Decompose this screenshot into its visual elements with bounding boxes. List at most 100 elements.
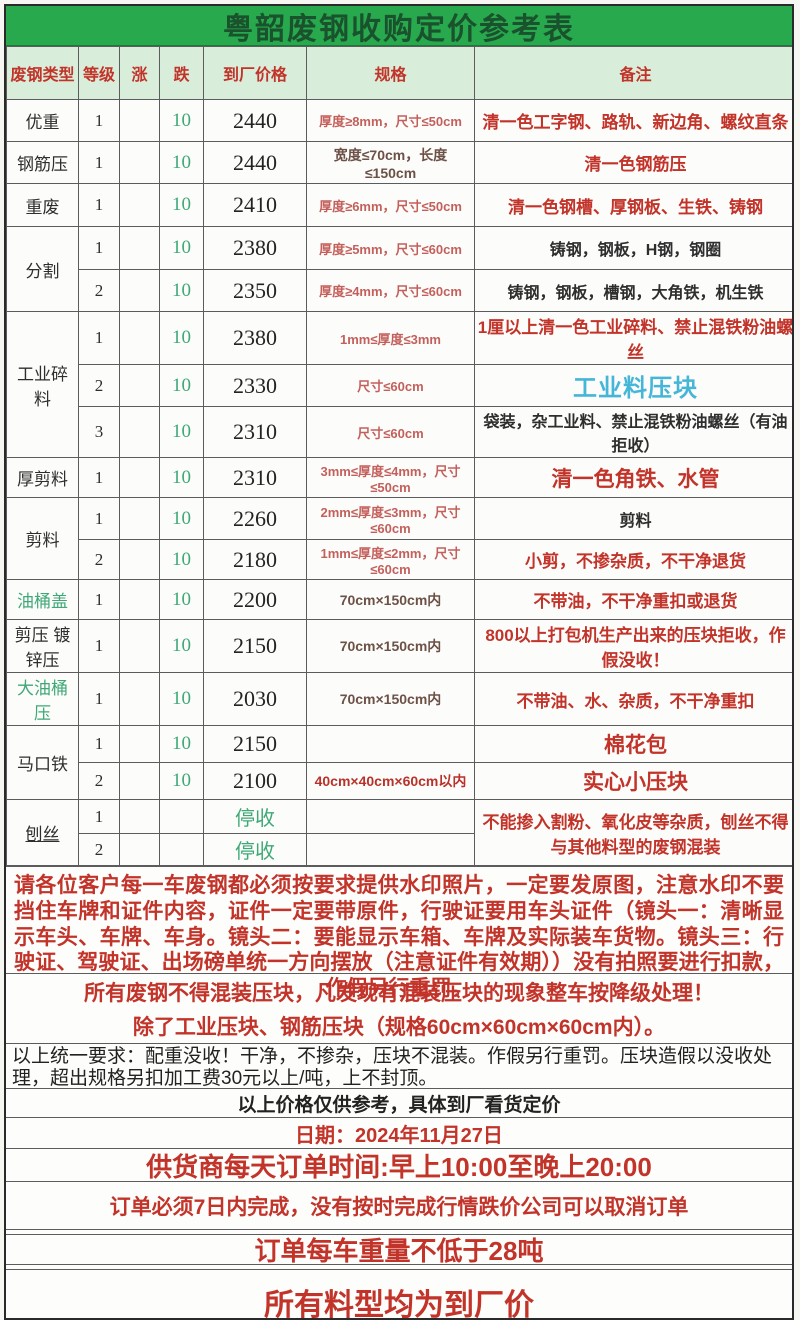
notice-watermark: 请各位客户每一车废钢都必须按要求提供水印照片，一定要发原图，注意水印不要挡住车牌…	[6, 867, 792, 1000]
table-cell: 油桶盖	[6, 579, 79, 620]
column-header: 等级	[78, 46, 120, 100]
table-cell: 10	[159, 619, 204, 673]
table-cell: 1	[78, 579, 120, 620]
table-cell: 2	[78, 762, 120, 800]
table-cell: 70cm×150cm内	[306, 579, 475, 620]
table-cell	[119, 457, 160, 498]
table-row: 剪压 镀锌压 1 10 2150 70cm×150cm内 800以上打包机生产出来的压块拒…	[6, 619, 792, 673]
table-cell	[119, 183, 160, 227]
table-cell: 2150	[203, 725, 307, 763]
table-cell: 3mm≤厚度≤4mm，尺寸≤50cm	[306, 457, 475, 498]
table-cell: 尺寸≤60cm	[306, 364, 475, 407]
table-cell: 剪料	[6, 497, 79, 580]
table-cell: 2180	[203, 539, 307, 580]
column-header: 涨	[119, 46, 160, 100]
table-cell: 铸钢，钢板，H钢，钢圈	[474, 226, 792, 270]
notice-no-mixed-line1: 所有废钢不得混装压块，凡发现有混装压块的现象整车按降级处理！	[84, 981, 714, 1005]
table-cell	[119, 497, 160, 540]
title-bar: 粤韶废钢收购定价参考表	[6, 6, 792, 46]
table-cell: 2410	[203, 183, 307, 227]
table-cell: 10	[159, 457, 204, 498]
table-cell: 重废	[6, 183, 79, 227]
table-cell: 2030	[203, 672, 307, 726]
column-header: 规格	[306, 46, 475, 100]
table-cell: 厚度≥4mm，尺寸≤60cm	[306, 269, 475, 312]
column-header: 到厂价格	[203, 46, 307, 100]
table-cell: 实心小压块	[474, 762, 792, 800]
table-cell: 10	[159, 672, 204, 726]
table-cell: 工业碎料	[6, 311, 79, 458]
table-cell: 10	[159, 99, 204, 142]
note-order-time: 供货商每天订单时间:早上10:00至晚上20:00	[6, 1149, 792, 1182]
table-cell: 2440	[203, 141, 307, 184]
table-cell: 70cm×150cm内	[306, 619, 475, 673]
table-row: 重废 1 10 2410 厚度≥6mm，尺寸≤50cm 清一色钢槽、厚钢板、生铁、铸钢	[6, 183, 792, 227]
table-cell	[119, 311, 160, 365]
table-cell: 厚度≥5mm，尺寸≤60cm	[306, 226, 475, 270]
table-cell: 清一色钢槽、厚钢板、生铁、铸钢	[474, 183, 792, 227]
table-cell: 10	[159, 269, 204, 312]
table-cell	[119, 799, 160, 834]
table-row: 2 10 2180 1mm≤厚度≤2mm，尺寸≤60cm 小剪，不掺杂质，不干净退货	[7, 539, 792, 580]
table-cell: 1	[78, 183, 120, 227]
table-cell: 2260	[203, 497, 307, 540]
table-cell: 厚度≥6mm，尺寸≤50cm	[306, 183, 475, 227]
table-cell: 70cm×150cm内	[306, 672, 475, 726]
table-cell: 剪料	[474, 497, 792, 540]
table-cell: 2310	[203, 406, 307, 458]
table-cell: 小剪，不掺杂质，不干净退货	[474, 539, 792, 580]
table-cell: 10	[159, 226, 204, 270]
price-table-body: 优重 1 10 2440 厚度≥8mm，尺寸≤50cm 清一色工字钢、路轨、新边角、螺纹直…	[6, 99, 792, 866]
table-row: 分割 1 10 2380 厚度≥5mm，尺寸≤60cm 铸钢，钢板，H钢，钢圈	[6, 226, 792, 312]
table-cell: 1	[78, 311, 120, 365]
column-header: 备注	[474, 46, 792, 100]
row-divider	[6, 1265, 792, 1270]
table-cell	[119, 364, 160, 407]
price-table: 废钢类型 等级涨跌到厂价格 规格 备注 优重 1 10 2440 厚度≥8mm，尺寸≤50cm…	[6, 46, 792, 866]
table-cell: 10	[159, 183, 204, 227]
table-cell	[119, 762, 160, 800]
table-cell: 1厘以上清一色工业碎料、禁止混铁粉油螺丝	[474, 311, 792, 365]
table-row: 油桶盖 1 10 2200 70cm×150cm内 不带油，不干净重扣或退货	[6, 579, 792, 620]
table-cell	[119, 833, 160, 866]
table-row: 马口铁 1 10 2150 棉花包	[6, 725, 792, 800]
table-cell: 刨丝	[6, 799, 79, 866]
table-cell: 10	[159, 311, 204, 365]
table-cell: 宽度≤70cm，长度≤150cm	[306, 141, 475, 184]
table-cell: 10	[159, 725, 204, 763]
notice-no-mixed-blocks: 所有废钢不得混装压块，凡发现有混装压块的现象整车按降级处理！ 除了工业压块、钢筋…	[6, 974, 792, 1044]
table-cell	[119, 226, 160, 270]
table-cell	[159, 833, 204, 866]
table-cell: 2100	[203, 762, 307, 800]
table-cell: 大油桶压	[6, 672, 79, 726]
table-cell	[306, 725, 475, 763]
table-cell: 2	[78, 833, 120, 866]
page-title: 粤韶废钢收购定价参考表	[223, 12, 575, 46]
table-cell: 10	[159, 762, 204, 800]
table-header-row: 废钢类型 等级涨跌到厂价格 规格 备注	[6, 46, 792, 100]
table-cell: 2mm≤厚度≤3mm，尺寸≤60cm	[306, 497, 475, 540]
table-cell: 1	[78, 457, 120, 498]
table-cell: 2200	[203, 579, 307, 620]
table-cell: 剪压 镀锌压	[6, 619, 79, 673]
table-cell: 2380	[203, 226, 307, 270]
table-row: 2 10 2350 厚度≥4mm，尺寸≤60cm 铸钢，钢板，槽钢，大角铁，机生铁	[7, 269, 792, 312]
table-cell: 2330	[203, 364, 307, 407]
table-cell: 1	[78, 672, 120, 726]
table-cell: 10	[159, 497, 204, 540]
table-cell: 2	[78, 269, 120, 312]
table-cell	[306, 833, 475, 866]
table-cell: 2	[78, 364, 120, 407]
column-header: 跌	[159, 46, 204, 100]
table-cell: 清一色工字钢、路轨、新边角、螺纹直条	[474, 99, 792, 142]
table-row: 3 10 2310 尺寸≤60cm 袋装，杂工业料、禁止混铁粉油螺丝（有油拒收）	[7, 406, 792, 458]
table-cell: 工业料压块	[474, 364, 792, 407]
table-cell	[119, 672, 160, 726]
table-cell: 停收	[203, 799, 307, 834]
table-cell: 2	[78, 539, 120, 580]
table-cell: 尺寸≤60cm	[306, 406, 475, 458]
table-cell: 1	[78, 725, 120, 763]
table-cell: 1	[78, 226, 120, 270]
table-cell	[119, 619, 160, 673]
table-cell: 1mm≤厚度≤3mm	[306, 311, 475, 365]
